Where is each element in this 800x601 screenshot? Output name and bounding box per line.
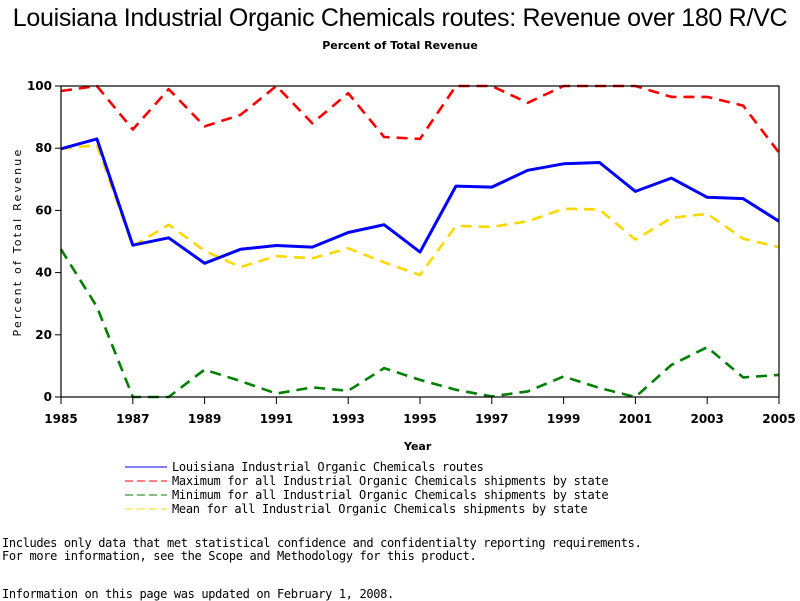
legend-swatch-green: [124, 488, 168, 502]
series-line-2: [61, 249, 779, 397]
x-tick-label: 2005: [762, 412, 795, 426]
x-tick-label: 1985: [44, 412, 77, 426]
series-layer: [61, 86, 779, 397]
legend-item: Louisiana Industrial Organic Chemicals r…: [124, 460, 484, 474]
legend-swatch-blue: [124, 460, 168, 474]
legend-swatch-yellow: [124, 502, 168, 516]
x-tick-label: 1991: [260, 412, 293, 426]
plot-frame: [61, 86, 779, 397]
legend-label: Louisiana Industrial Organic Chemicals r…: [172, 460, 484, 474]
x-tick-label: 1993: [331, 412, 364, 426]
legend-label: Minimum for all Industrial Organic Chemi…: [172, 488, 608, 502]
legend-swatch-red: [124, 474, 168, 488]
series-line-1: [61, 86, 779, 153]
y-tick-label: 0: [44, 390, 52, 404]
legend-item: Maximum for all Industrial Organic Chemi…: [124, 474, 608, 488]
x-tick-label: 2003: [690, 412, 723, 426]
y-tick-label: 100: [27, 79, 52, 93]
footnote-confidence: Includes only data that met statistical …: [2, 536, 641, 550]
axes-layer: 0 20 40 60 80 100 1985 1987 1989 1991 1993 1995 1997…: [27, 79, 796, 426]
y-tick-label: 20: [35, 328, 52, 342]
x-tick-label: 1987: [116, 412, 149, 426]
x-tick-label: 1989: [188, 412, 221, 426]
line-chart: 0 20 40 60 80 100 1985 1987 1989 1991 1993 1995 1997…: [0, 0, 800, 460]
x-tick-label: 1999: [547, 412, 580, 426]
y-axis-label: Percent of Total Revenue: [11, 148, 24, 337]
x-tick-label: 1997: [475, 412, 508, 426]
y-tick-label: 60: [35, 203, 52, 217]
legend-item: Minimum for all Industrial Organic Chemi…: [124, 488, 608, 502]
footnote-methodology: For more information, see the Scope and …: [2, 549, 476, 563]
y-tick-label: 40: [35, 266, 52, 280]
legend-item: Mean for all Industrial Organic Chemical…: [124, 502, 587, 516]
x-tick-label: 1995: [403, 412, 436, 426]
series-line-3: [61, 145, 779, 275]
update-notice: Information on this page was updated on …: [2, 587, 394, 601]
legend-label: Maximum for all Industrial Organic Chemi…: [172, 474, 608, 488]
series-line-0: [61, 139, 779, 263]
legend-label: Mean for all Industrial Organic Chemical…: [172, 502, 587, 516]
y-tick-label: 80: [35, 141, 52, 155]
x-axis-label: Year: [403, 440, 432, 453]
x-tick-label: 2001: [619, 412, 652, 426]
